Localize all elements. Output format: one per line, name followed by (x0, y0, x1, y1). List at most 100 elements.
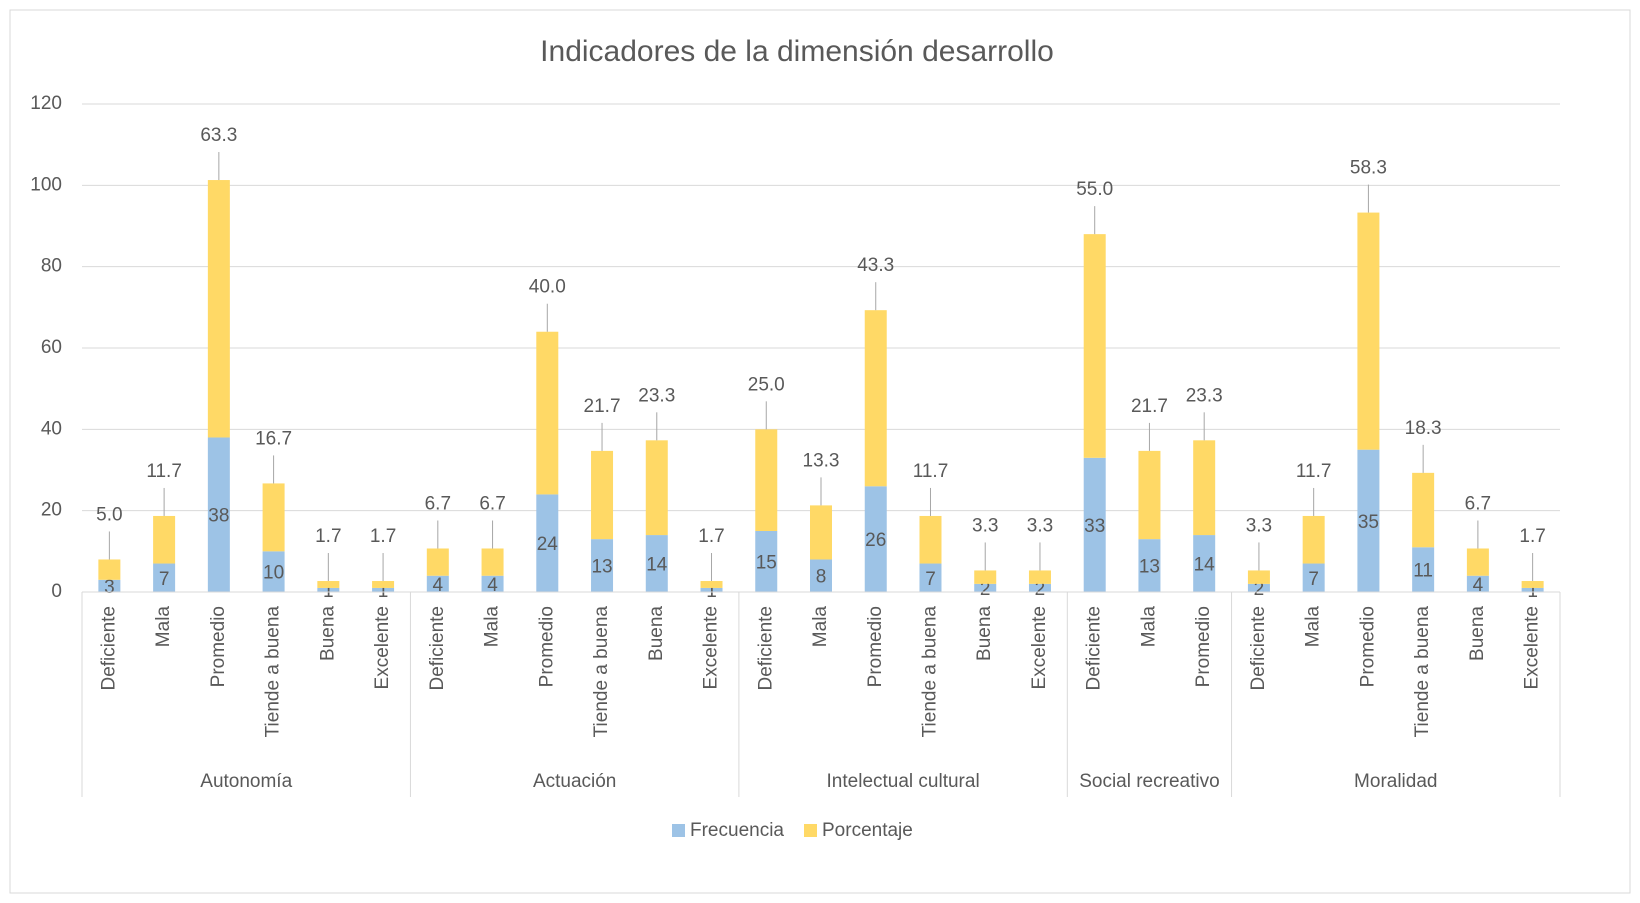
x-tick-label: Deficiente (98, 606, 119, 691)
bar-segment (1302, 563, 1325, 592)
data-label: 7 (159, 569, 170, 590)
data-label: 4 (1473, 575, 1484, 596)
y-tick-label: 40 (41, 418, 62, 439)
x-tick-label: Mala (1138, 606, 1159, 648)
bar-segment (98, 559, 121, 580)
x-tick-label: Tiende a buena (919, 606, 940, 738)
bar-segment (810, 505, 832, 560)
bar-segment (645, 535, 668, 592)
data-label: 10 (263, 563, 284, 584)
bar-segment (974, 570, 997, 584)
x-tick-label: Deficiente (755, 606, 776, 691)
data-label: 13 (591, 557, 612, 578)
x-tick-label: Excelente (372, 606, 393, 689)
x-tick-label: Tiende a buena (591, 606, 612, 738)
bar-segment (1028, 583, 1051, 592)
data-label: 33 (1084, 516, 1105, 537)
x-tick-label: Promedio (208, 606, 229, 687)
bar-segment (1412, 472, 1435, 548)
bar-segment (1193, 535, 1216, 592)
x-tick-label: Tiende a buena (263, 606, 284, 738)
data-label: 6.7 (479, 494, 505, 515)
group-label: Actuación (533, 771, 616, 792)
x-tick-label: Excelente (701, 606, 722, 689)
data-label: 3.3 (1246, 515, 1272, 536)
data-label: 3.3 (972, 515, 998, 536)
legend-swatch (804, 824, 817, 837)
data-label: 1.7 (315, 526, 341, 547)
data-label: 1.7 (1519, 526, 1545, 547)
bar-segment (426, 575, 449, 592)
data-label: 21.7 (584, 396, 621, 417)
bar-segment (1247, 583, 1270, 592)
data-label: 1 (378, 581, 389, 602)
data-label: 11.7 (1296, 461, 1332, 482)
y-tick-label: 100 (30, 174, 62, 195)
bar-segment (810, 559, 832, 592)
y-tick-label: 80 (41, 256, 62, 277)
x-tick-label: Mala (482, 606, 503, 648)
x-tick-label: Mala (153, 606, 174, 648)
bar-segment (317, 587, 340, 592)
bar-segment (207, 437, 230, 592)
bar-segment (1466, 575, 1489, 592)
chart-title: Indicadores de la dimensión desarrollo (540, 35, 1054, 68)
data-label: 14 (646, 555, 668, 576)
x-tick-label: Buena (317, 606, 338, 661)
bar-segment (974, 583, 997, 592)
data-label: 3.3 (1027, 515, 1053, 536)
bar-segment (1083, 234, 1106, 458)
group-label: Moralidad (1354, 771, 1437, 792)
data-label: 18.3 (1405, 418, 1442, 439)
data-label: 11.7 (146, 461, 182, 482)
data-label: 58.3 (1350, 158, 1387, 179)
bar-segment (864, 310, 887, 487)
bar-segment (153, 563, 176, 592)
data-label: 35 (1358, 512, 1379, 533)
bar-segment (1521, 587, 1544, 592)
legend-label: Frecuencia (690, 820, 784, 841)
data-label: 7 (925, 569, 936, 590)
group-label: Social recreativo (1079, 771, 1219, 792)
bar-segment (207, 180, 230, 438)
group-label: Intelectual cultural (827, 771, 980, 792)
bar-segment (864, 486, 887, 592)
bar-segment (1247, 570, 1270, 584)
y-tick-label: 0 (51, 581, 62, 602)
x-tick-label: Promedio (865, 606, 886, 687)
bar-segment (591, 450, 614, 540)
data-label: 14 (1194, 555, 1216, 576)
bar-segment (755, 429, 778, 531)
bar-segment (262, 551, 285, 592)
bar-segment (1412, 547, 1435, 592)
bar-segment (700, 581, 723, 588)
bar-segment (645, 440, 668, 536)
data-label: 2 (1035, 579, 1046, 600)
bar-segment (1028, 570, 1051, 584)
data-label: 11.7 (913, 461, 949, 482)
data-label: 26 (865, 530, 886, 551)
data-label: 13.3 (803, 450, 840, 471)
bar-segment (919, 515, 942, 564)
x-tick-label: Mala (810, 606, 831, 648)
bar-segment (1193, 440, 1216, 536)
bar-segment (372, 587, 395, 592)
bar-segment (1138, 450, 1161, 540)
bar-segment (262, 483, 285, 552)
data-label: 55.0 (1076, 179, 1113, 200)
bar-segment (919, 563, 942, 592)
data-label: 1 (706, 581, 717, 602)
bar-segment (1138, 539, 1161, 592)
bar-segment (153, 515, 176, 564)
data-label: 43.3 (857, 255, 894, 276)
y-tick-label: 60 (41, 337, 62, 358)
x-tick-label: Promedio (1193, 606, 1214, 687)
x-tick-label: Deficiente (427, 606, 448, 691)
x-tick-label: Buena (646, 606, 667, 661)
legend-label: Porcentaje (822, 820, 913, 841)
data-label: 2 (980, 579, 991, 600)
bar-segment (426, 548, 449, 576)
x-tick-label: Excelente (1029, 606, 1050, 689)
x-tick-label: Tiende a buena (1412, 606, 1433, 738)
